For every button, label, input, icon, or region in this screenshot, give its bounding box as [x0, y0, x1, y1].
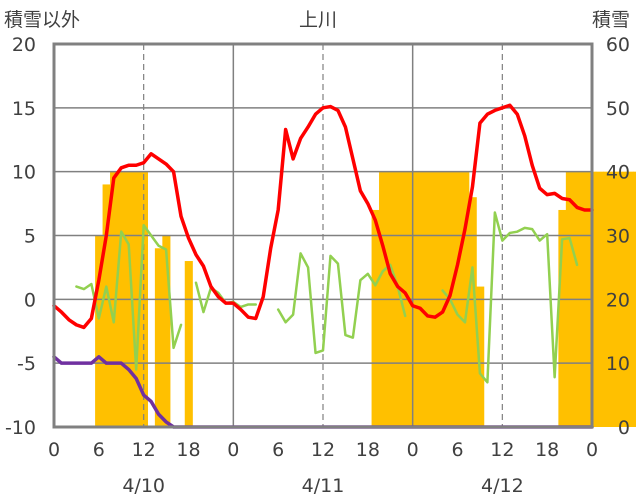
- x-tick-label: 0: [48, 439, 60, 461]
- left-y-ticks: 20 15 10 5 0 -5 -10: [5, 34, 36, 439]
- x-tick-label: 6: [451, 439, 463, 461]
- right-axis-title: 積雪: [592, 9, 630, 31]
- right-y-tick-label: 60: [606, 34, 630, 56]
- snowfall-bar: [162, 235, 171, 427]
- left-y-tick-label: -5: [17, 353, 36, 375]
- chart-title: 上川: [299, 9, 337, 31]
- snowfall-bar: [603, 171, 612, 427]
- chart-header: 積雪以外 上川 積雪: [4, 9, 630, 31]
- wind-line: [276, 252, 407, 355]
- day-label: 4/11: [302, 475, 345, 497]
- left-y-tick-label: 15: [12, 98, 36, 120]
- snowfall-bar: [618, 171, 627, 427]
- right-y-tick-label: 50: [606, 98, 630, 120]
- x-tick-label: 0: [227, 439, 239, 461]
- snowfall-bar: [610, 171, 619, 427]
- snowfall-bar: [595, 171, 604, 427]
- snowfall-bar: [102, 184, 111, 427]
- day-label: 4/12: [481, 475, 524, 497]
- x-tick-label: 12: [132, 439, 156, 461]
- left-axis-title: 積雪以外: [4, 9, 80, 31]
- snowfall-bar: [371, 209, 380, 427]
- wind-line: [75, 224, 183, 371]
- plot-frame: [52, 42, 594, 429]
- x-tick-label: 18: [535, 439, 559, 461]
- temperature-line: [52, 103, 594, 330]
- left-y-tick-label: 5: [24, 226, 36, 248]
- wind-line: [441, 211, 579, 384]
- x-tick-label: 6: [272, 439, 284, 461]
- right-y-tick-label: 0: [618, 417, 630, 439]
- x-tick-label: 0: [407, 439, 419, 461]
- snowfall-bar: [154, 248, 163, 427]
- x-tick-label: 18: [176, 439, 200, 461]
- day-label: 4/10: [122, 475, 165, 497]
- left-y-tick-label: -10: [5, 417, 36, 439]
- left-y-tick-label: 20: [12, 34, 36, 56]
- right-y-tick-label: 10: [606, 353, 630, 375]
- right-y-tick-label: 30: [606, 226, 630, 248]
- series-lines: [52, 103, 594, 429]
- right-y-ticks: 60 50 40 30 20 10 0: [606, 34, 630, 439]
- snowfall-bar: [625, 171, 634, 427]
- right-y-tick-label: 20: [606, 289, 630, 311]
- snowfall-bar: [468, 197, 477, 427]
- snowfall-bar: [633, 171, 636, 427]
- x-tick-label: 12: [311, 439, 335, 461]
- x-tick-label: 6: [93, 439, 105, 461]
- x-tick-label: 18: [356, 439, 380, 461]
- x-ticks: 0 6 12 18 0 6 12 18 0 6 12 18 0: [48, 439, 598, 461]
- snowfall-bar: [95, 235, 104, 427]
- x-tick-label: 0: [586, 439, 598, 461]
- left-y-tick-label: 10: [12, 162, 36, 184]
- x-tick-label: 12: [490, 439, 514, 461]
- right-y-tick-label: 40: [606, 162, 630, 184]
- snowfall-bar: [184, 261, 193, 427]
- snowfall-bar: [558, 209, 567, 427]
- snowfall-bar: [476, 286, 485, 427]
- left-y-tick-label: 0: [24, 289, 36, 311]
- day-labels: 4/10 4/11 4/12: [122, 475, 523, 497]
